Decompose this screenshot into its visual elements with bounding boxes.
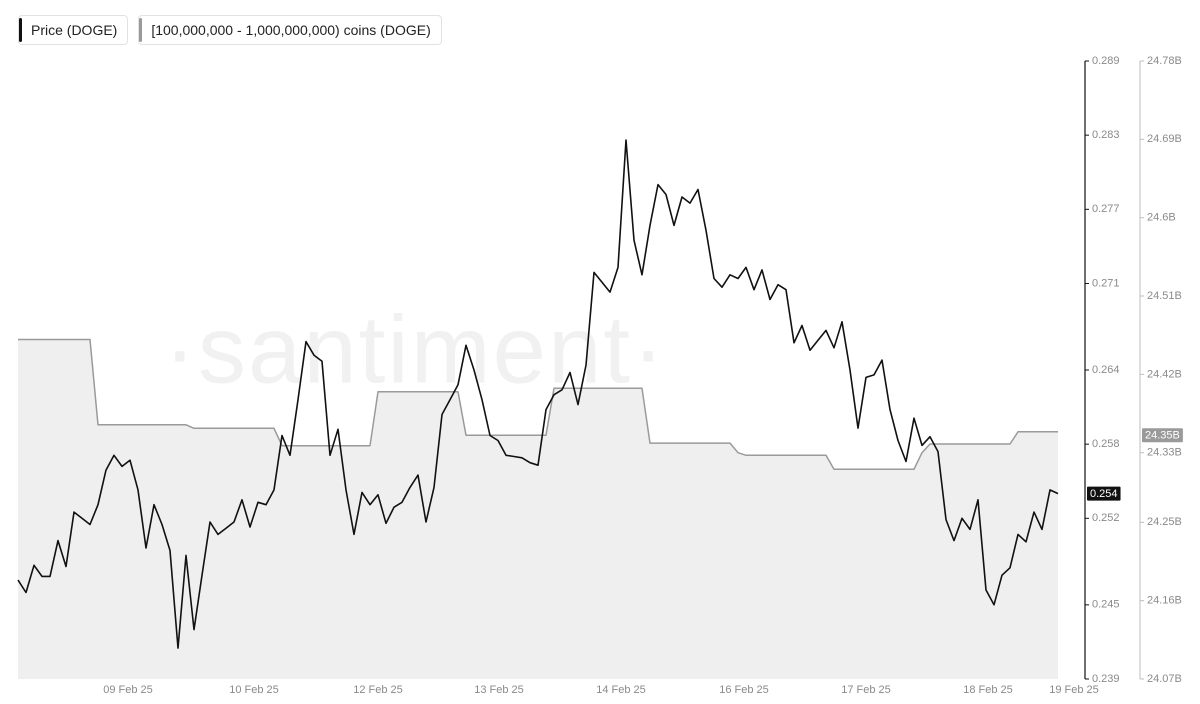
x-tick-label: 12 Feb 25	[353, 684, 403, 696]
y-tick-label: 0.258	[1092, 438, 1120, 450]
x-tick-label: 14 Feb 25	[596, 684, 646, 696]
legend-swatch	[139, 18, 143, 42]
legend-swatch	[19, 18, 22, 42]
y2-tick-label: 24.07B	[1147, 673, 1182, 685]
y-tick-label: 0.245	[1092, 599, 1120, 611]
y2-tick-label: 24.25B	[1147, 516, 1182, 528]
y2-tick-label: 24.42B	[1147, 368, 1182, 380]
y2-tick-label: 24.33B	[1147, 447, 1182, 459]
area	[18, 339, 1058, 679]
y-tick-label: 0.252	[1092, 512, 1120, 524]
line	[17, 139, 1059, 649]
x-tick-label: 10 Feb 25	[229, 684, 279, 696]
last-value-badge	[1087, 486, 1121, 501]
last-value-label: 24.35B	[1145, 430, 1180, 442]
line	[18, 338, 1058, 470]
x-tick-label: 16 Feb 25	[719, 684, 769, 696]
x-tick-label: 17 Feb 25	[841, 684, 891, 696]
y-tick-label: 0.289	[1092, 55, 1120, 67]
last-value-badge	[1142, 428, 1183, 443]
y2-tick-label: 24.16B	[1147, 595, 1182, 607]
y2-tick-label: 24.78B	[1147, 55, 1182, 67]
legend-item[interactable]: [100,000,000 - 1,000,000,000) coins (DOG…	[138, 15, 442, 45]
y2-tick-label: 24.6B	[1147, 212, 1176, 224]
x-tick-label: 19 Feb 25	[1049, 684, 1099, 696]
x-tick-label: 09 Feb 25	[103, 684, 153, 696]
y-tick-label: 0.271	[1092, 277, 1120, 289]
y2-tick-label: 24.69B	[1147, 133, 1182, 145]
legend-item[interactable]: Price (DOGE)	[18, 15, 129, 45]
y-tick-label: 0.239	[1092, 673, 1120, 685]
y-tick-label: 0.264	[1092, 364, 1120, 376]
x-tick-label: 13 Feb 25	[474, 684, 524, 696]
legend-label: [100,000,000 - 1,000,000,000) coins (DOG…	[151, 22, 431, 38]
legend-label: Price (DOGE)	[31, 22, 118, 38]
y-tick-label: 0.277	[1092, 203, 1120, 215]
watermark: ·santiment·	[164, 296, 666, 403]
last-value-label: 0.254	[1090, 488, 1118, 500]
y-tick-label: 0.283	[1092, 129, 1120, 141]
x-tick-label: 18 Feb 25	[963, 684, 1013, 696]
y2-tick-label: 24.51B	[1147, 290, 1182, 302]
